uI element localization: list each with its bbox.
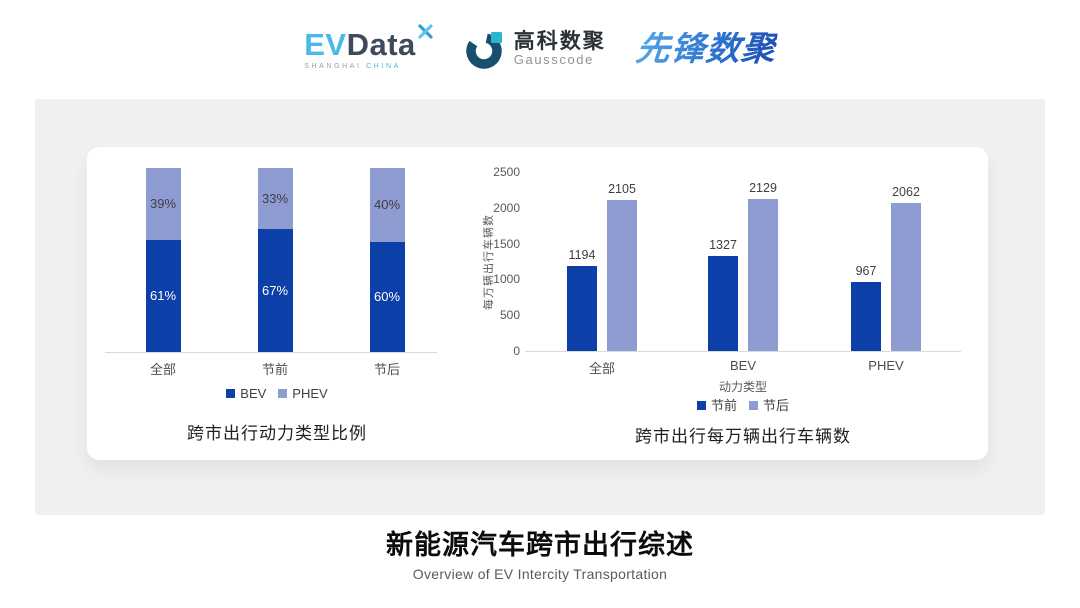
bar-value-label: 2129 xyxy=(749,181,777,195)
y-tick-label: 0 xyxy=(513,344,520,358)
evdata-ev-text: EV xyxy=(304,26,347,62)
left-chart-legend-swatch-icon xyxy=(226,389,236,398)
bar-segment-phev xyxy=(145,168,181,240)
stacked-bar-chart: 39% 61% 全部 33% 67% 节前 40% 60% 节后 BEV PHEV 跨市出行动力类型比… xyxy=(87,147,467,460)
bar-value-label: 967 xyxy=(855,264,877,278)
right-chart-legend: 节前 节后 xyxy=(525,399,961,412)
content-panel: 39% 61% 全部 33% 67% 节前 40% 60% 节后 BEV PHEV 跨市出行动力类型比… xyxy=(35,99,1045,515)
x-category-label: 节前 xyxy=(261,362,288,377)
y-tick-label: 1000 xyxy=(493,272,520,287)
x-axis-line xyxy=(105,352,437,353)
right-chart-legend-swatch-icon xyxy=(696,401,706,410)
y-tick-label: 2000 xyxy=(493,200,520,215)
bev-percent-label: 61% xyxy=(149,288,177,303)
right-chart-legend-item: 节前 xyxy=(696,398,737,413)
gausscode-logo: 高科数聚 Gausscode xyxy=(464,28,606,70)
left-chart-title: 跨市出行动力类型比例 xyxy=(187,424,367,443)
y-axis-title: 每万辆出行车辆数 xyxy=(483,214,495,310)
evdata-china-text: CHINA xyxy=(366,62,401,70)
bar-segment-phev xyxy=(257,168,293,229)
phev-percent-label: 39% xyxy=(149,196,177,211)
gausscode-en-text: Gausscode xyxy=(513,52,594,68)
bar-pre-holiday xyxy=(851,282,881,351)
bar-post-holiday xyxy=(607,200,637,351)
x-axis-title: 动力类型 xyxy=(718,380,767,394)
left-chart-legend-swatch-icon xyxy=(278,389,288,398)
right-chart-legend-item: 节后 xyxy=(749,399,789,412)
gausscode-wordmark: 高科数聚 Gausscode xyxy=(514,30,606,67)
pioneer-wordmark-text: 先锋数聚 xyxy=(633,30,778,68)
right-chart-legend-swatch-icon xyxy=(749,401,758,410)
grouped-bar-chart: 0 500 1000 1500 2000 2500 每万辆出行车辆数 1194 2105 全部 13… xyxy=(467,147,988,460)
x-category-label: BEV xyxy=(729,358,756,373)
gausscode-cn-text: 高科数聚 xyxy=(513,30,606,54)
footer-caption: 新能源汽车跨市出行综述 Overview of EV Intercity Tra… xyxy=(0,529,1080,582)
evdata-shanghai-text: SHANGHAI xyxy=(304,62,362,70)
page-title: 新能源汽车跨市出行综述 xyxy=(386,530,694,560)
y-tick-label: 1500 xyxy=(493,236,520,251)
left-chart-legend: BEV PHEV xyxy=(87,387,467,400)
pioneer-logo: 先锋数聚 xyxy=(633,30,778,68)
bar-value-label: 2062 xyxy=(892,185,920,199)
right-chart-legend-label: 节前 xyxy=(710,398,737,413)
bar-segment-bev xyxy=(257,229,293,352)
bar-pre-holiday xyxy=(708,256,738,351)
bev-percent-label: 67% xyxy=(261,282,289,298)
left-chart-legend-item: PHEV xyxy=(278,386,328,401)
x-category-label: PHEV xyxy=(868,358,904,373)
evdata-data-text: Data xyxy=(346,26,416,62)
evdata-subtitle: SHANGHAI CHINA xyxy=(304,63,401,70)
bev-percent-label: 60% xyxy=(373,289,401,304)
x-category-label: 节后 xyxy=(373,362,400,377)
evdata-wordmark: EV Data xyxy=(304,23,434,62)
phev-percent-label: 40% xyxy=(373,197,401,212)
bar-post-holiday xyxy=(748,199,778,351)
page-subtitle: Overview of EV Intercity Transportation xyxy=(412,565,668,582)
phev-percent-label: 33% xyxy=(261,190,289,206)
y-tick-label: 500 xyxy=(499,308,520,323)
charts-card: 39% 61% 全部 33% 67% 节前 40% 60% 节后 BEV PHEV 跨市出行动力类型比… xyxy=(87,147,988,460)
logo-bar: EV Data SHANGHAI CHINA 高科数聚 Gausscode xyxy=(0,16,1080,82)
bar-segment-bev xyxy=(145,240,181,352)
bar-value-label: 1327 xyxy=(709,238,737,252)
right-chart-legend-label: 节后 xyxy=(763,398,790,413)
right-chart-title: 跨市出行每万辆出行车辆数 xyxy=(635,427,851,446)
left-chart-legend-label: BEV xyxy=(240,386,267,401)
left-chart-legend-item: BEV xyxy=(226,387,266,400)
evdata-logo: EV Data SHANGHAI CHINA xyxy=(304,23,434,70)
bar-pre-holiday xyxy=(567,266,597,351)
x-axis-line xyxy=(525,351,961,352)
x-category-label: 全部 xyxy=(588,361,615,376)
gausscode-g-icon xyxy=(466,32,502,69)
evdata-star-icon xyxy=(418,23,433,39)
bar-post-holiday xyxy=(891,203,921,351)
bar-value-label: 2105 xyxy=(608,182,636,196)
x-category-label: 全部 xyxy=(149,362,176,377)
bar-value-label: 1194 xyxy=(568,248,596,262)
bar-segment-phev xyxy=(369,168,405,242)
left-chart-legend-label: PHEV xyxy=(292,386,328,401)
y-tick-label: 2500 xyxy=(493,165,520,179)
bar-segment-bev xyxy=(369,242,405,352)
